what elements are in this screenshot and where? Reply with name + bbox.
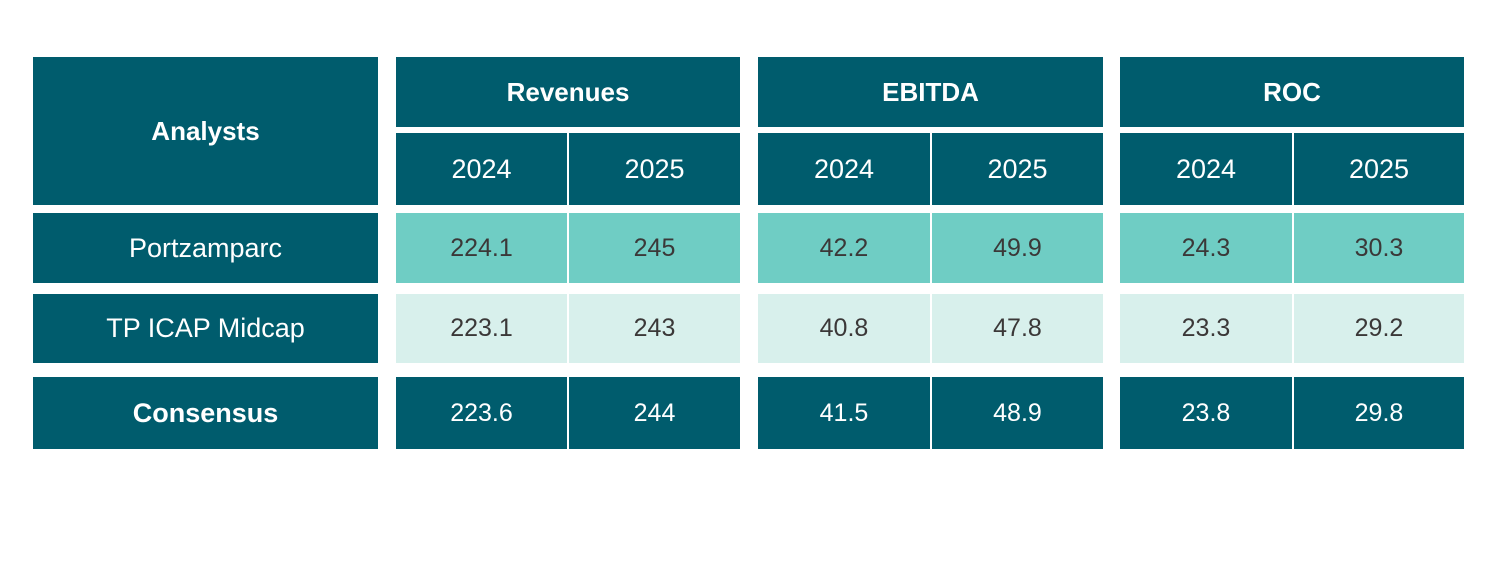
value-cell: 30.3	[1294, 213, 1464, 283]
group-header-roc: ROC	[1120, 57, 1464, 127]
year-header-ebitda-2024: 2024	[758, 133, 930, 205]
value-cell: 23.3	[1120, 294, 1292, 363]
value-cell: 48.9	[932, 377, 1103, 449]
value-cell: 29.2	[1294, 294, 1464, 363]
value-cell: 224.1	[396, 213, 567, 283]
year-header-ebitda-2025: 2025	[932, 133, 1103, 205]
analysts-header-cell: Analysts	[33, 57, 378, 205]
value-cell: 24.3	[1120, 213, 1292, 283]
value-cell: 23.8	[1120, 377, 1292, 449]
group-header-revenues: Revenues	[396, 57, 740, 127]
value-cell: 29.8	[1294, 377, 1464, 449]
value-cell: 40.8	[758, 294, 930, 363]
value-cell: 49.9	[932, 213, 1103, 283]
analyst-cell-tp-icap-midcap: TP ICAP Midcap	[33, 294, 378, 363]
analyst-cell-consensus: Consensus	[33, 377, 378, 449]
group-header-ebitda: EBITDA	[758, 57, 1103, 127]
value-cell: 244	[569, 377, 740, 449]
value-cell: 42.2	[758, 213, 930, 283]
year-header-revenues-2024: 2024	[396, 133, 567, 205]
analyst-cell-portzamparc: Portzamparc	[33, 213, 378, 283]
value-cell: 243	[569, 294, 740, 363]
value-cell: 47.8	[932, 294, 1103, 363]
year-header-revenues-2025: 2025	[569, 133, 740, 205]
value-cell: 245	[569, 213, 740, 283]
year-header-roc-2025: 2025	[1294, 133, 1464, 205]
value-cell: 41.5	[758, 377, 930, 449]
value-cell: 223.6	[396, 377, 567, 449]
value-cell: 223.1	[396, 294, 567, 363]
year-header-roc-2024: 2024	[1120, 133, 1292, 205]
